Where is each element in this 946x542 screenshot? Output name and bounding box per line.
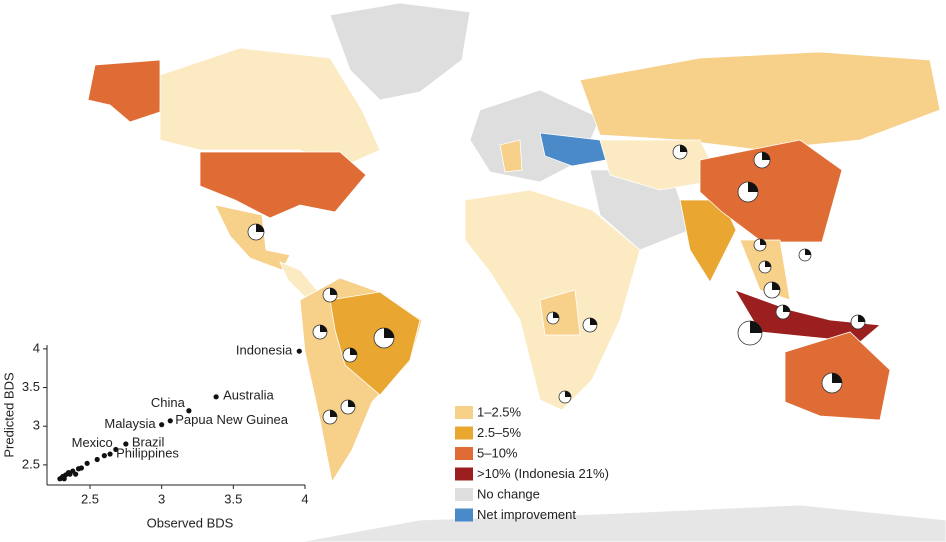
legend-swatch <box>455 447 473 460</box>
pie-markers <box>247 144 866 425</box>
point <box>296 348 302 354</box>
point <box>167 418 173 424</box>
pie-wedge <box>760 239 766 245</box>
point-label: Philippines <box>116 445 179 460</box>
pie-wedge <box>832 373 842 383</box>
point <box>84 460 90 466</box>
legend-swatch <box>455 467 473 481</box>
point <box>159 422 165 428</box>
point <box>75 466 82 472</box>
pie-wedge <box>765 261 771 267</box>
pie-wedge <box>350 348 357 355</box>
legend-label: No change <box>477 486 540 501</box>
y-tick-label: 4 <box>33 340 40 355</box>
point <box>123 441 129 447</box>
pie-wedge <box>772 282 780 290</box>
x-tick-label: 2.5 <box>81 491 99 506</box>
pie-wedge <box>783 305 790 312</box>
legend-swatch <box>455 508 473 522</box>
legend-swatch <box>455 426 473 440</box>
x-tick-label: 3 <box>158 491 165 506</box>
y-axis-label: Predicted BDS <box>1 372 16 458</box>
pie-wedge <box>748 182 758 192</box>
legend-label: Net improvement <box>477 507 576 522</box>
pie-wedge <box>680 145 687 152</box>
inset-scatter: Observed BDS Predicted BDS 2.5 3 3.5 4 2.5 3 3… <box>1 340 308 530</box>
pie-wedge <box>348 400 355 407</box>
pie-wedge <box>590 318 597 325</box>
point <box>94 456 100 463</box>
point <box>107 451 113 457</box>
point-label: Brazil <box>132 434 165 449</box>
pie-wedge <box>858 315 865 322</box>
x-tick-label: 3.5 <box>224 491 242 506</box>
legend: 1–2.5% 2.5–5% 5–10% >10% (Indonesia 21%) No … <box>455 404 609 522</box>
pie-wedge <box>384 328 394 338</box>
point <box>113 446 119 453</box>
pie-wedge <box>750 321 762 333</box>
point-label: Indonesia <box>236 343 293 358</box>
legend-swatch <box>455 488 473 501</box>
pie-wedge <box>553 312 559 318</box>
y-tick-label: 2.5 <box>22 456 40 471</box>
point-label: China <box>151 395 186 410</box>
point-label: Malaysia <box>104 416 156 431</box>
legend-label: 1–2.5% <box>477 404 522 419</box>
pie-wedge <box>762 152 770 160</box>
pie-wedge <box>256 224 264 232</box>
pie-wedge <box>320 325 327 332</box>
x-axis-label: Observed BDS <box>147 515 234 530</box>
point <box>57 476 63 482</box>
pie-wedge <box>805 249 811 255</box>
point-label: Mexico <box>72 435 113 450</box>
point <box>213 394 219 400</box>
point <box>101 453 107 459</box>
pie-wedge <box>330 288 337 295</box>
world-map <box>87 2 946 542</box>
point-label: Papua New Guinea <box>175 412 289 427</box>
legend-swatch <box>455 406 473 419</box>
y-tick-label: 3 <box>33 418 40 433</box>
point-label: Australia <box>223 387 274 402</box>
legend-label: 5–10% <box>477 445 518 460</box>
pie-wedge <box>330 410 337 417</box>
y-tick-label: 3.5 <box>22 379 40 394</box>
point <box>186 408 192 414</box>
pie-wedge <box>565 391 571 397</box>
legend-label: >10% (Indonesia 21%) <box>477 466 609 481</box>
legend-label: 2.5–5% <box>477 425 522 440</box>
x-tick-label: 4 <box>301 491 308 506</box>
